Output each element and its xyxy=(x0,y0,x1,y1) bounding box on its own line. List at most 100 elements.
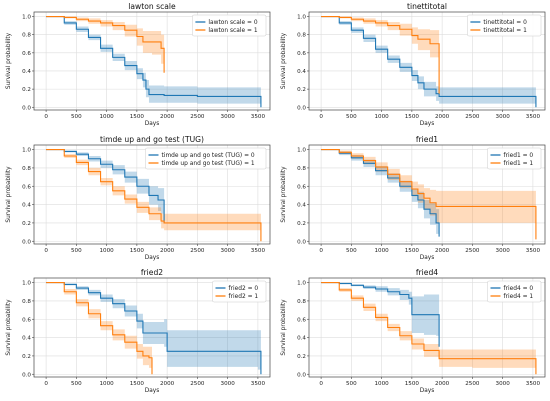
legend-entry-1: fried4 = 1 xyxy=(504,294,534,300)
chart-panel-6: 0 500 1000 1500 2000 2500 3000 3500 0.0 0.2 0.4 0.6… xyxy=(281,268,546,394)
x-tick-label: 1500 xyxy=(130,248,145,254)
chart-title: tinettitotal xyxy=(407,2,447,11)
chart-panel-2: 0 500 1000 1500 2000 2500 3000 3500 0.0 0.2 0.4 0.6… xyxy=(281,2,546,127)
chart-panel-1: 0 500 1000 1500 2000 2500 3000 3500 0.0 0.2 0.4 0.6… xyxy=(6,2,271,127)
chart-title: timde up and go test (TUG) xyxy=(100,135,204,144)
x-tick-label: 2500 xyxy=(465,114,480,120)
survival-line-1 xyxy=(46,15,165,73)
legend-box xyxy=(487,280,542,303)
legend-entry-1: lawton scale = 1 xyxy=(208,28,257,34)
y-tick-label: 0.4 xyxy=(297,203,306,209)
survival-line-0 xyxy=(46,282,262,375)
y-tick-label: 0.8 xyxy=(22,299,31,305)
chart-title: fried4 xyxy=(416,268,438,277)
y-tick-label: 0.6 xyxy=(297,317,306,323)
confidence-band-0 xyxy=(321,16,536,108)
y-tick-label: 0.2 xyxy=(22,354,31,360)
x-tick-label: 3500 xyxy=(251,381,266,387)
survival-line-0 xyxy=(321,282,440,347)
plot-frame xyxy=(33,144,271,245)
confidence-band-0 xyxy=(46,149,165,237)
x-tick-label: 3000 xyxy=(496,114,511,120)
x-tick-label: 3500 xyxy=(251,114,266,120)
y-tick-label: 0.8 xyxy=(297,166,306,172)
x-axis-label: Days xyxy=(145,388,159,394)
x-tick-label: 2500 xyxy=(190,248,205,254)
y-tick-label: 0.2 xyxy=(297,87,306,93)
y-tick-label: 0.0 xyxy=(22,372,31,378)
y-axis-label: Survival probability xyxy=(281,32,287,89)
x-tick-label: 3000 xyxy=(221,114,236,120)
x-tick-label: 1000 xyxy=(99,114,114,120)
y-tick-label: 0.2 xyxy=(297,354,306,360)
x-tick-label: 0 xyxy=(44,248,48,254)
y-tick-label: 0.2 xyxy=(22,221,31,227)
y-tick-label: 0.4 xyxy=(22,69,31,75)
y-tick-label: 0.2 xyxy=(22,87,31,93)
x-axis-label: Days xyxy=(145,121,159,127)
survival-line-1 xyxy=(46,149,262,242)
legend-entry-1: fried2 = 1 xyxy=(229,294,259,300)
x-tick-label: 1000 xyxy=(99,248,114,254)
x-axis-label: Days xyxy=(420,255,434,261)
y-tick-label: 0.6 xyxy=(297,184,306,190)
x-tick-label: 0 xyxy=(319,381,323,387)
legend-entry-0: fried2 = 0 xyxy=(229,286,259,292)
x-tick-label: 2000 xyxy=(160,114,175,120)
survival-line-0 xyxy=(46,149,165,223)
y-tick-label: 0.0 xyxy=(297,239,306,245)
legend-entry-0: lawton scale = 0 xyxy=(208,20,257,26)
chart-title: fried1 xyxy=(416,135,438,144)
y-tick-label: 1.0 xyxy=(22,148,31,154)
x-tick-label: 1500 xyxy=(130,381,145,387)
legend-box xyxy=(145,147,267,170)
legend-box xyxy=(192,14,267,37)
confidence-band-0 xyxy=(321,282,440,367)
legend-entry-1: timde up and go test (TUG) = 1 xyxy=(162,161,255,167)
x-tick-label: 3500 xyxy=(526,114,541,120)
confidence-band-1 xyxy=(321,149,536,242)
y-axis-label: Survival probability xyxy=(281,166,287,223)
y-tick-label: 0.6 xyxy=(22,184,31,190)
survival-line-1 xyxy=(46,282,153,375)
chart-panel-4: 0 500 1000 1500 2000 2500 3000 3500 0.0 0.2 0.4 0.6… xyxy=(281,135,546,261)
y-tick-label: 1.0 xyxy=(297,15,306,21)
survival-line-0 xyxy=(321,15,537,108)
survival-line-0 xyxy=(46,15,262,108)
chart-title: fried2 xyxy=(141,268,163,277)
x-tick-label: 3500 xyxy=(526,381,541,387)
x-tick-label: 500 xyxy=(346,248,357,254)
survival-line-1 xyxy=(321,149,537,240)
x-tick-label: 2000 xyxy=(160,248,175,254)
x-axis-label: Days xyxy=(145,255,159,261)
y-tick-label: 0.6 xyxy=(297,51,306,57)
y-tick-label: 0.4 xyxy=(297,336,306,342)
x-tick-label: 500 xyxy=(71,114,82,120)
survival-line-0 xyxy=(321,149,440,237)
plot-frame xyxy=(308,144,546,245)
x-tick-label: 1500 xyxy=(405,381,420,387)
x-tick-label: 500 xyxy=(71,381,82,387)
x-tick-label: 2500 xyxy=(190,114,205,120)
x-tick-label: 3500 xyxy=(526,248,541,254)
legend-entry-0: fried1 = 0 xyxy=(504,153,534,159)
legend-box xyxy=(487,147,542,170)
y-tick-label: 0.8 xyxy=(297,299,306,305)
x-tick-label: 2000 xyxy=(435,381,450,387)
plot-frame xyxy=(33,11,271,111)
y-tick-label: 0.8 xyxy=(22,33,31,39)
y-tick-label: 1.0 xyxy=(297,281,306,287)
x-tick-label: 1000 xyxy=(374,381,389,387)
x-tick-label: 1500 xyxy=(405,248,420,254)
y-tick-label: 0.6 xyxy=(22,51,31,57)
confidence-band-1 xyxy=(321,282,536,375)
y-tick-label: 0.4 xyxy=(22,203,31,209)
y-tick-label: 0.2 xyxy=(297,221,306,227)
x-tick-label: 3000 xyxy=(221,381,236,387)
y-tick-label: 1.0 xyxy=(22,281,31,287)
y-tick-label: 0.8 xyxy=(22,166,31,172)
y-tick-label: 1.0 xyxy=(22,15,31,21)
x-tick-label: 500 xyxy=(71,248,82,254)
x-tick-label: 0 xyxy=(44,114,48,120)
